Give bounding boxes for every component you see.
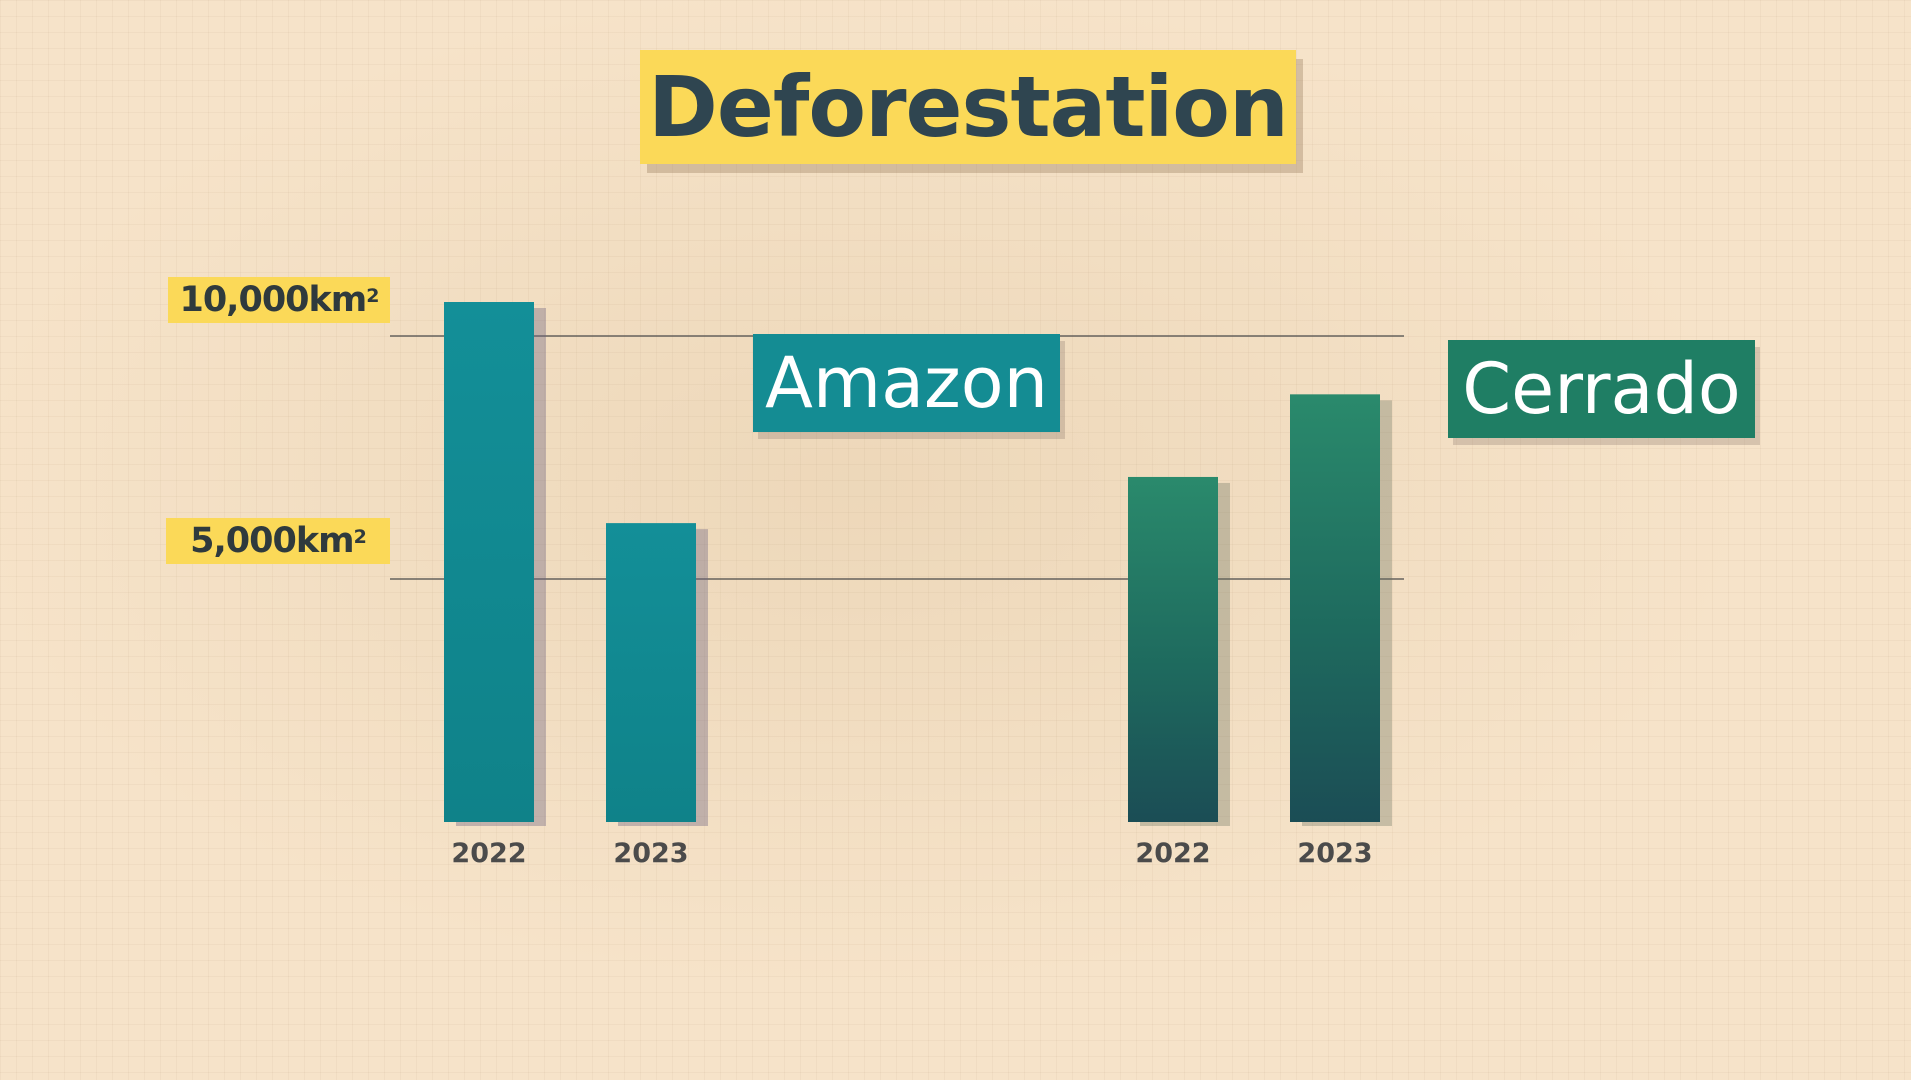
- y-tick-5000-text: 5,000km: [190, 521, 354, 561]
- series-label-cerrado: Cerrado: [1448, 340, 1755, 438]
- y-tick-5000-sup: 2: [353, 526, 367, 548]
- x-tick-label-cerrado-2023: 2023: [1297, 838, 1372, 869]
- bar-amazon-2022: [444, 302, 534, 822]
- series-label-cerrado-text: Cerrado: [1462, 348, 1741, 430]
- series-label-amazon-text: Amazon: [765, 342, 1048, 424]
- y-tick-label-5000: 5,000km 2: [166, 518, 390, 564]
- bar-amazon-2023: [606, 523, 696, 822]
- series-label-amazon: Amazon: [753, 334, 1060, 432]
- x-tick-label-cerrado-2022: 2022: [1135, 838, 1210, 869]
- bars: [444, 302, 1392, 826]
- bar-cerrado-2022: [1128, 476, 1218, 822]
- y-tick-10000-text: 10,000km: [179, 280, 367, 320]
- bar-cerrado-2023: [1290, 394, 1380, 822]
- chart-title: Deforestation: [640, 50, 1296, 164]
- chart-title-text: Deforestation: [648, 58, 1289, 156]
- x-tick-labels: 2022 2023 2022 2023: [451, 838, 1372, 869]
- x-tick-label-amazon-2023: 2023: [613, 838, 688, 869]
- y-tick-label-10000: 10,000km 2: [168, 277, 390, 323]
- x-tick-label-amazon-2022: 2022: [451, 838, 526, 869]
- y-tick-10000-sup: 2: [366, 285, 379, 307]
